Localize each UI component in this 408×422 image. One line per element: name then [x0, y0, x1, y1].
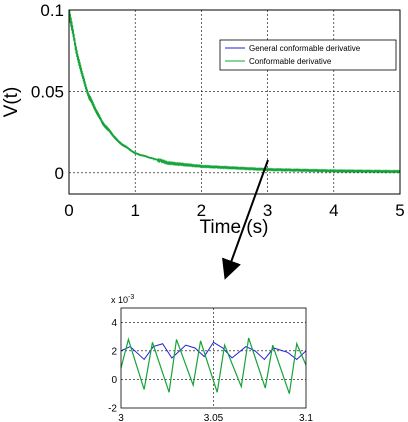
main-series-conformable: [69, 10, 400, 174]
main-chart: 0 1 2 3 4 5 0 0.05 0.1 Time (s) V(t) General co…: [1, 1, 405, 238]
inset-x-ticks: 3 3.05 3.1: [118, 413, 313, 422]
y-tick-label: 2: [111, 346, 117, 357]
x-tick-label: 3: [263, 201, 272, 220]
main-y-ticks: 0 0.05 0.1: [31, 1, 64, 183]
y-tick-label: 4: [111, 318, 117, 329]
main-x-axis-label: Time (s): [200, 217, 269, 238]
inset-y-scale-base: x 10: [111, 295, 128, 305]
y-tick-label: 0: [111, 375, 117, 386]
inset-y-scale-label: x 10-3: [111, 294, 134, 305]
inset-y-ticks: -2 0 2 4: [108, 318, 117, 415]
x-tick-label: 3.1: [299, 413, 313, 422]
main-y-axis-label: V(t): [1, 87, 22, 118]
x-tick-label: 2: [197, 201, 206, 220]
x-tick-label: 3: [118, 413, 124, 422]
main-x-ticks: 0 1 2 3 4 5: [64, 201, 404, 220]
main-plot-lines: [69, 10, 400, 174]
x-tick-label: 3.05: [204, 413, 224, 422]
x-tick-label: 4: [329, 201, 338, 220]
inset-plot-lines: [121, 337, 306, 394]
main-grid: [69, 10, 400, 194]
inset-chart: 3 3.05 3.1 -2 0 2 4 x 10-3: [108, 294, 313, 422]
x-tick-label: 5: [395, 201, 404, 220]
zoom-arrow: [222, 159, 269, 280]
y-tick-label: 0: [55, 164, 64, 183]
main-legend: General conformable derivative Conformab…: [219, 39, 397, 71]
inset-plot-frame: [120, 307, 307, 409]
y-tick-label: 0.05: [31, 82, 64, 101]
y-tick-label: 0.1: [40, 1, 64, 20]
legend-box: [219, 39, 397, 71]
legend-label-general-conformable: General conformable derivative: [249, 44, 361, 53]
x-tick-label: 0: [64, 201, 73, 220]
y-tick-label: -2: [108, 404, 117, 415]
inset-series-conformable: [121, 337, 306, 394]
inset-y-scale-exponent: -3: [128, 294, 134, 301]
legend-label-conformable: Conformable derivative: [249, 57, 332, 66]
x-tick-label: 1: [130, 201, 139, 220]
main-plot-frame: [68, 9, 401, 195]
